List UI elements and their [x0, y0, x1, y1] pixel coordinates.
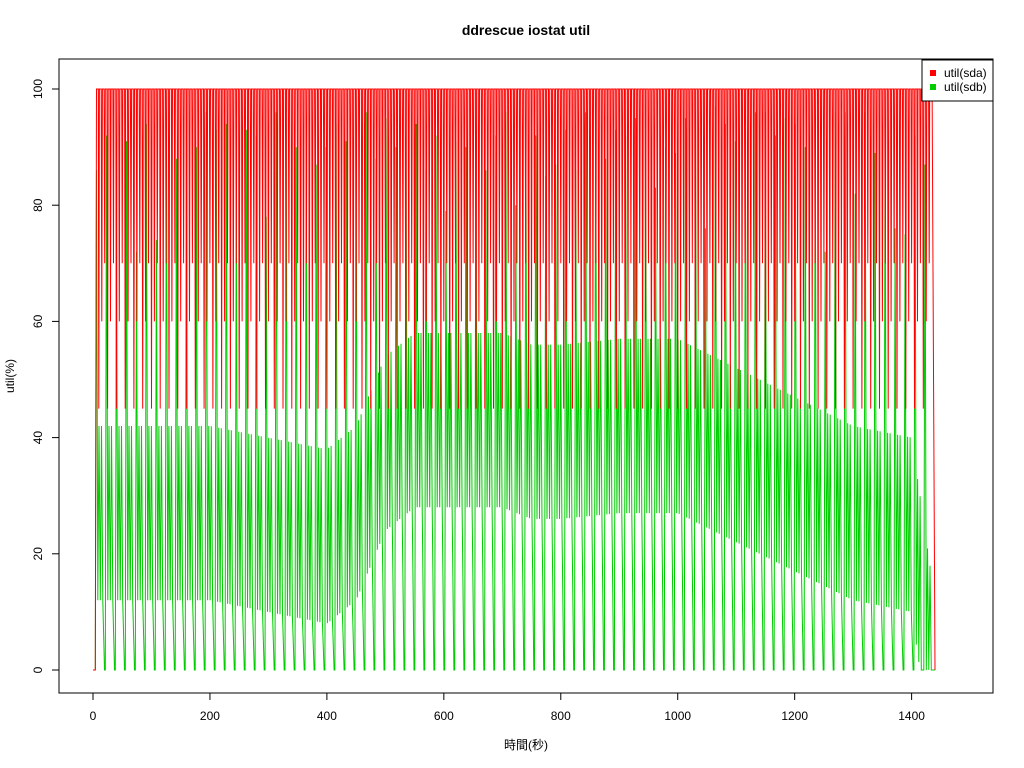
y-tick-label: 40: [31, 431, 45, 445]
y-axis: 0 20 40 60 80 100: [31, 79, 60, 673]
legend: util(sda) util(sdb): [921, 59, 994, 102]
x-tick-label: 1400: [898, 709, 925, 723]
x-tick-label: 400: [317, 709, 337, 723]
x-tick-label: 1000: [664, 709, 691, 723]
legend-entry-sdb: util(sdb): [944, 80, 987, 94]
plot-lines: [93, 88, 936, 671]
y-tick-label: 100: [31, 79, 45, 99]
legend-box: [921, 59, 994, 102]
legend-entry-sda: util(sda): [944, 66, 987, 80]
y-tick-label: 60: [31, 314, 45, 328]
x-tick-label: 200: [200, 709, 220, 723]
x-tick-label: 800: [551, 709, 571, 723]
y-axis-label: util(%): [3, 359, 17, 393]
legend-swatch-sdb: [930, 84, 936, 90]
x-tick-label: 0: [90, 709, 97, 723]
series-line-sdb: [94, 106, 935, 671]
legend-swatch-sda: [930, 70, 936, 76]
x-tick-label: 1200: [781, 709, 808, 723]
x-tick-label: 600: [434, 709, 454, 723]
x-axis: 0 200 400 600 800 1000 1200 1400: [90, 692, 925, 723]
chart-title: ddrescue iostat util: [462, 22, 590, 38]
y-tick-label: 0: [31, 666, 45, 673]
y-tick-label: 80: [31, 198, 45, 212]
x-axis-label: 時間(秒): [504, 738, 548, 752]
y-tick-label: 20: [31, 547, 45, 561]
series-line-sda: [93, 88, 936, 671]
